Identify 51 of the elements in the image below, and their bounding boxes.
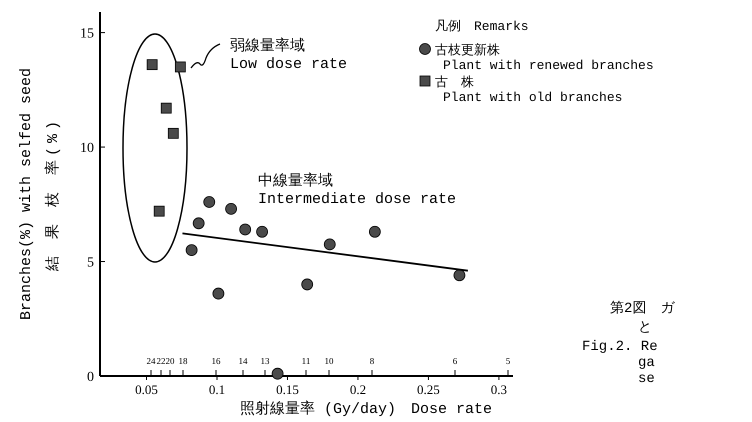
point [324, 238, 336, 250]
annotation: 13 [260, 356, 270, 366]
text: と [638, 320, 652, 336]
point [225, 202, 237, 215]
point [154, 206, 165, 217]
point [272, 368, 284, 380]
annotation: 22 [156, 356, 166, 366]
legend-label: 古 株 Plant with old branches [435, 75, 622, 105]
point [192, 217, 205, 230]
annotation: 20 [166, 356, 175, 366]
text: se [638, 371, 655, 387]
point [203, 196, 216, 208]
annotation: 10 [324, 356, 334, 366]
point [174, 62, 186, 72]
x-tick-label: 0.3 [490, 382, 508, 397]
x-tick-label: 0.2 [350, 382, 366, 397]
annotation: 24 [146, 356, 156, 366]
y-axis-title: Branches(%) with selfed seed 結 果 枝 率(%) [18, 68, 62, 320]
point [256, 226, 268, 238]
x-tick-label: 0.1 [208, 382, 226, 397]
point [239, 224, 252, 236]
annotation: 8 [370, 356, 375, 366]
annotation: 11 [302, 356, 310, 366]
caption: Fig.2. Re [582, 339, 658, 355]
annotation: 16 [212, 356, 221, 366]
annotation: 中線量率域 Intermediate dose rate [258, 172, 456, 208]
point [454, 269, 466, 282]
point [160, 102, 172, 114]
annotation: 弱線量率域 Low dose rate [230, 37, 348, 73]
point [168, 128, 179, 139]
annotation: 18 [178, 356, 188, 366]
x-tick-label: 0.25 [417, 382, 440, 397]
point [146, 59, 158, 70]
y-tick-label: 10 [80, 141, 94, 156]
text: ga [638, 355, 655, 371]
legend-title: 凡例 Remarks [435, 19, 529, 34]
y-tick-label: 0 [87, 370, 94, 385]
x-tick-label: 0.15 [276, 382, 299, 397]
y-tick-label: 15 [80, 26, 94, 42]
y-tick-label: 5 [87, 256, 94, 271]
point [186, 244, 198, 256]
legend-label: 古枝更新株 Plant with renewed branches [435, 43, 654, 73]
annotation: 14 [238, 356, 248, 366]
annotation: 5 [506, 356, 511, 366]
point [212, 288, 224, 300]
point [301, 278, 314, 290]
annotation: 6 [452, 356, 458, 366]
text: 第2図 ガ [610, 300, 676, 317]
x-tick-label: 0.05 [135, 382, 158, 397]
x-axis-title: 照射線量率 (Gy/day) Dose rate [240, 400, 492, 418]
point [368, 226, 381, 238]
